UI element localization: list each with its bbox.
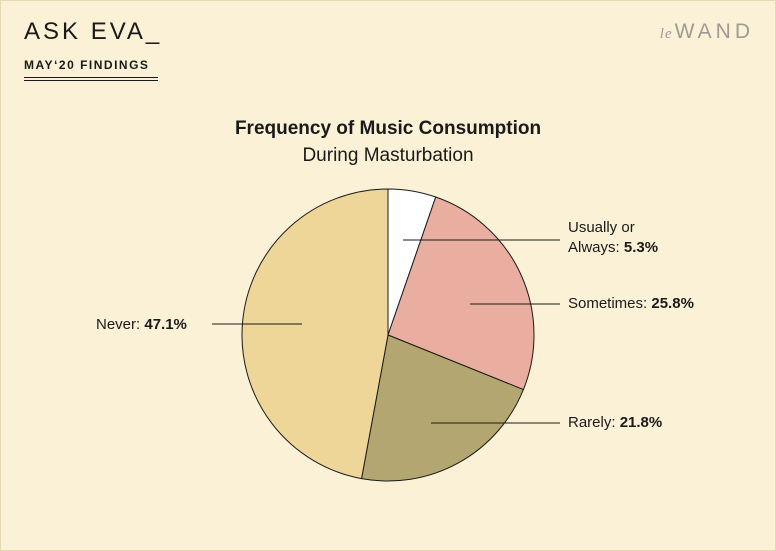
- pie-slice-sometimes: [387, 196, 535, 391]
- value-usually-or-always: 5.3%: [623, 239, 659, 256]
- label-rarely: Rarely: 21.8%: [568, 413, 662, 433]
- logo-prefix: le: [659, 26, 673, 42]
- logo-main: WAND: [674, 20, 754, 43]
- pie-slice-rarely: [360, 334, 525, 482]
- label-usually-line1: Usually or: [568, 219, 635, 236]
- value-sometimes: 25.8%: [651, 295, 694, 312]
- lewand-logo: leWAND: [660, 20, 754, 44]
- brand-subtitle: MAY‘20 FINDINGS: [24, 58, 150, 72]
- chart-title: Frequency of Music Consumption: [234, 118, 542, 139]
- value-rarely: 21.8%: [619, 414, 663, 431]
- label-usually-or-always: Usually or Always: 5.3%: [568, 218, 658, 258]
- pie-slice-never: [241, 188, 389, 480]
- subtitle-underline: [24, 80, 158, 81]
- label-never: Never: 47.1%: [96, 315, 187, 335]
- label-usually-line2: Always:: [568, 239, 620, 256]
- label-never-text: Never:: [96, 316, 141, 333]
- chart-subtitle: During Masturbation: [302, 145, 474, 166]
- label-sometimes-text: Sometimes:: [568, 295, 648, 312]
- brand-title: ASK EVA_: [24, 18, 163, 45]
- label-sometimes: Sometimes: 25.8%: [568, 294, 694, 314]
- label-rarely-text: Rarely:: [568, 414, 616, 431]
- value-never: 47.1%: [144, 316, 187, 333]
- subtitle-underline: [24, 77, 158, 78]
